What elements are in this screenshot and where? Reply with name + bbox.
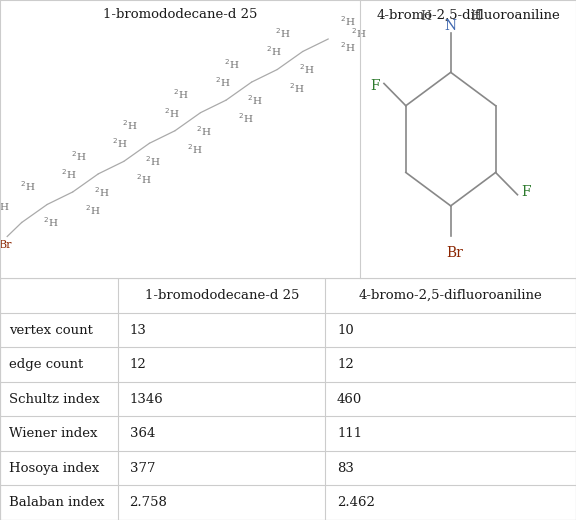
Text: $^2$H: $^2$H xyxy=(298,62,314,76)
Text: $^2$H: $^2$H xyxy=(112,136,128,150)
Text: H: H xyxy=(470,10,481,23)
Text: $^2$H: $^2$H xyxy=(0,199,10,213)
Text: $^2$H: $^2$H xyxy=(62,167,77,181)
Text: $^2$H: $^2$H xyxy=(94,185,109,199)
Text: 460: 460 xyxy=(337,393,362,406)
Text: 377: 377 xyxy=(130,462,155,475)
Text: Schultz index: Schultz index xyxy=(9,393,99,406)
Text: $^2$H: $^2$H xyxy=(289,81,305,95)
Text: 1346: 1346 xyxy=(130,393,164,406)
Text: $^2$H: $^2$H xyxy=(20,179,35,193)
Text: 12: 12 xyxy=(337,358,354,371)
Text: $^2$H: $^2$H xyxy=(224,57,240,71)
Text: $^2$H: $^2$H xyxy=(196,124,212,138)
Text: 13: 13 xyxy=(130,323,146,336)
Text: $^2$H: $^2$H xyxy=(122,118,137,132)
Text: 2.758: 2.758 xyxy=(130,496,168,509)
Text: $^2$H: $^2$H xyxy=(275,27,291,40)
Text: Wiener index: Wiener index xyxy=(9,427,97,440)
Text: $^2$H: $^2$H xyxy=(136,173,151,186)
Text: $^2$H: $^2$H xyxy=(340,41,356,54)
Text: 111: 111 xyxy=(337,427,362,440)
Text: $^2$H: $^2$H xyxy=(215,75,230,89)
Text: $^2$H: $^2$H xyxy=(248,93,263,107)
Text: 83: 83 xyxy=(337,462,354,475)
Text: N: N xyxy=(445,19,457,33)
Text: F: F xyxy=(370,79,380,93)
Text: Br: Br xyxy=(446,246,464,260)
Text: vertex count: vertex count xyxy=(9,323,93,336)
Text: 1-bromododecane-d 25: 1-bromododecane-d 25 xyxy=(103,8,257,21)
Text: $^2$H: $^2$H xyxy=(351,27,367,40)
Text: 10: 10 xyxy=(337,323,354,336)
Text: 4-bromo-2,5-difluoroaniline: 4-bromo-2,5-difluoroaniline xyxy=(376,8,560,21)
Text: 1-bromododecane-d 25: 1-bromododecane-d 25 xyxy=(145,289,299,302)
Text: edge count: edge count xyxy=(9,358,83,371)
Text: 2.462: 2.462 xyxy=(337,496,375,509)
Text: $^2$H: $^2$H xyxy=(187,142,203,155)
Text: $^2$H: $^2$H xyxy=(43,216,59,229)
Text: $^2$H: $^2$H xyxy=(266,45,281,58)
Text: F: F xyxy=(521,185,531,199)
Text: $^2$H: $^2$H xyxy=(71,149,86,163)
Text: Br: Br xyxy=(0,240,12,250)
Text: $^2$H: $^2$H xyxy=(340,14,356,28)
Text: H: H xyxy=(420,10,431,23)
Text: $^2$H: $^2$H xyxy=(145,154,161,168)
Text: Balaban index: Balaban index xyxy=(9,496,104,509)
Text: Hosoya index: Hosoya index xyxy=(9,462,99,475)
Text: 364: 364 xyxy=(130,427,155,440)
Text: 4-bromo-2,5-difluoroaniline: 4-bromo-2,5-difluoroaniline xyxy=(359,289,543,302)
Text: $^2$H: $^2$H xyxy=(173,88,188,101)
Text: $^2$H: $^2$H xyxy=(164,106,179,120)
Text: $^2$H: $^2$H xyxy=(85,203,100,217)
Text: $^2$H: $^2$H xyxy=(238,111,253,125)
Text: 12: 12 xyxy=(130,358,146,371)
